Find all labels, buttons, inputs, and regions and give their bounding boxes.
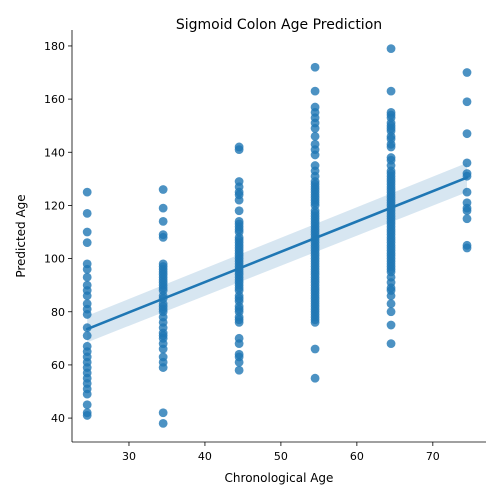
data-point <box>386 299 396 309</box>
regression-layer <box>85 176 469 331</box>
data-point <box>82 272 92 282</box>
data-point <box>82 400 92 410</box>
x-tick-label: 40 <box>198 450 212 463</box>
data-point <box>310 373 320 383</box>
y-tick-label: 140 <box>44 146 65 159</box>
y-tick-label: 100 <box>44 253 65 266</box>
x-tick-label: 70 <box>426 450 440 463</box>
data-point <box>158 408 168 418</box>
data-point <box>234 365 244 375</box>
data-point <box>462 68 472 77</box>
y-tick-label: 160 <box>44 93 65 106</box>
data-point <box>310 344 320 354</box>
data-point <box>310 131 320 141</box>
data-point <box>158 232 168 242</box>
data-point <box>462 97 472 107</box>
data-point <box>310 150 320 160</box>
x-axis-label: Chronological Age <box>225 471 334 485</box>
data-point <box>234 145 244 155</box>
data-point <box>386 142 396 152</box>
y-tick-label: 180 <box>44 40 65 53</box>
data-point <box>386 291 396 301</box>
data-point <box>158 418 168 428</box>
x-tick-label: 60 <box>350 450 364 463</box>
data-point <box>310 86 320 96</box>
x-tick-label: 50 <box>274 450 288 463</box>
data-point <box>82 187 92 197</box>
data-point <box>386 307 396 317</box>
data-point <box>310 317 320 327</box>
data-point <box>462 206 472 216</box>
data-point <box>462 214 472 224</box>
data-point <box>234 195 244 205</box>
x-ticks: 30 40 50 60 70 <box>122 442 440 463</box>
data-point <box>310 123 320 133</box>
data-point <box>82 264 92 274</box>
data-point <box>234 339 244 349</box>
data-point <box>234 317 244 327</box>
data-point <box>82 227 92 237</box>
y-axis-label: Predicted Age <box>14 194 28 277</box>
x-tick-label: 30 <box>122 450 136 463</box>
y-tick-label: 60 <box>51 359 65 372</box>
y-ticks: 40 60 80 100 120 140 160 180 <box>44 40 72 425</box>
data-point <box>234 357 244 367</box>
data-point <box>158 363 168 372</box>
data-point <box>158 216 168 226</box>
data-point <box>386 86 396 96</box>
data-point <box>82 310 92 319</box>
data-point <box>386 44 396 54</box>
data-point <box>386 339 396 349</box>
axes-layer <box>71 30 486 443</box>
data-point <box>462 158 472 168</box>
data-point <box>82 331 92 341</box>
data-point <box>158 203 168 213</box>
data-point <box>462 243 472 253</box>
data-point <box>462 187 472 197</box>
data-point <box>82 411 92 420</box>
data-point <box>82 291 92 301</box>
data-point <box>82 389 92 399</box>
y-tick-label: 40 <box>51 412 65 425</box>
data-point <box>462 129 472 139</box>
data-point <box>82 238 92 248</box>
y-tick-label: 120 <box>44 199 65 212</box>
data-point <box>158 185 168 194</box>
y-tick-label: 80 <box>51 306 65 319</box>
regression-line <box>85 176 469 331</box>
data-point <box>234 206 244 216</box>
chart-title: Sigmoid Colon Age Prediction <box>176 17 382 33</box>
data-point <box>158 344 168 354</box>
data-point <box>386 320 396 330</box>
data-point <box>82 209 92 218</box>
data-point <box>310 62 320 72</box>
